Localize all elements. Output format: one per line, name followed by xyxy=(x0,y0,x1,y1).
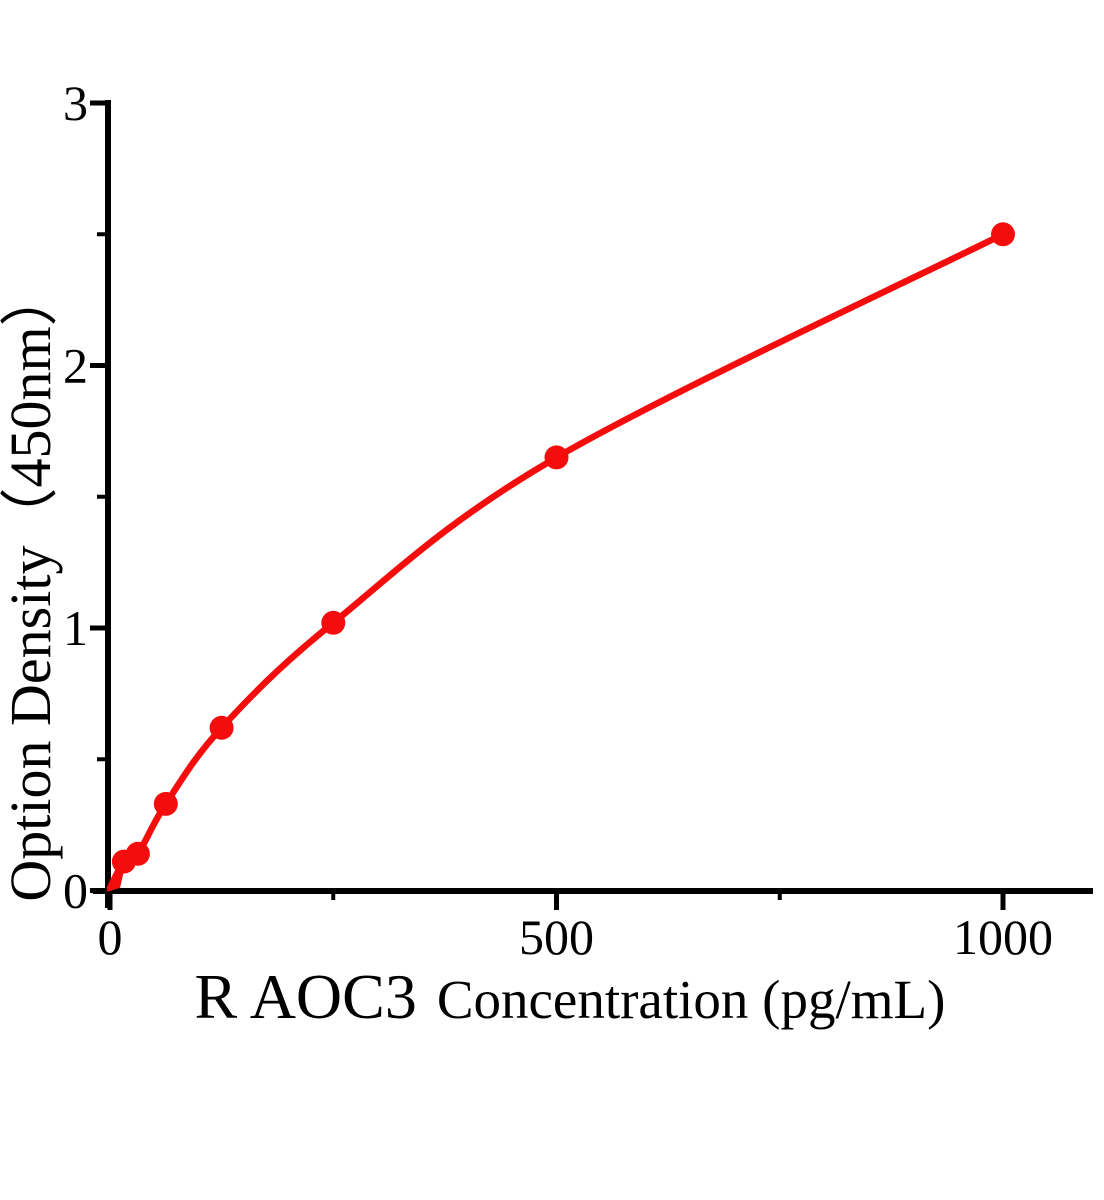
y-tick-label: 2 xyxy=(63,338,88,394)
tick-labels: 0 1 2 3 0 500 1000 xyxy=(63,75,1053,965)
data-point-marker xyxy=(321,610,346,635)
y-tick-label: 1 xyxy=(63,600,88,656)
x-tick-label: 0 xyxy=(98,909,123,965)
y-tick-label: 0 xyxy=(63,863,88,919)
x-axis-title-secondary: Concentration (pg/mL) xyxy=(437,969,946,1030)
curve-series xyxy=(106,222,1015,892)
x-axis-title-primary: R AOC3 xyxy=(195,961,417,1032)
y-axis-title: Option Density（450nm） xyxy=(0,268,63,901)
x-axis-title: R AOC3 Concentration (pg/mL) xyxy=(195,961,946,1032)
data-point-marker xyxy=(209,715,234,740)
data-point-marker xyxy=(991,222,1015,247)
x-tick-label: 500 xyxy=(519,909,594,965)
fitted-curve-line xyxy=(106,231,1007,892)
data-point-marker xyxy=(544,445,569,470)
x-tick-label: 1000 xyxy=(953,909,1053,965)
axes xyxy=(90,100,1093,910)
data-point-marker xyxy=(153,791,178,816)
y-tick-label: 3 xyxy=(63,75,88,131)
data-point-marker xyxy=(125,841,150,866)
